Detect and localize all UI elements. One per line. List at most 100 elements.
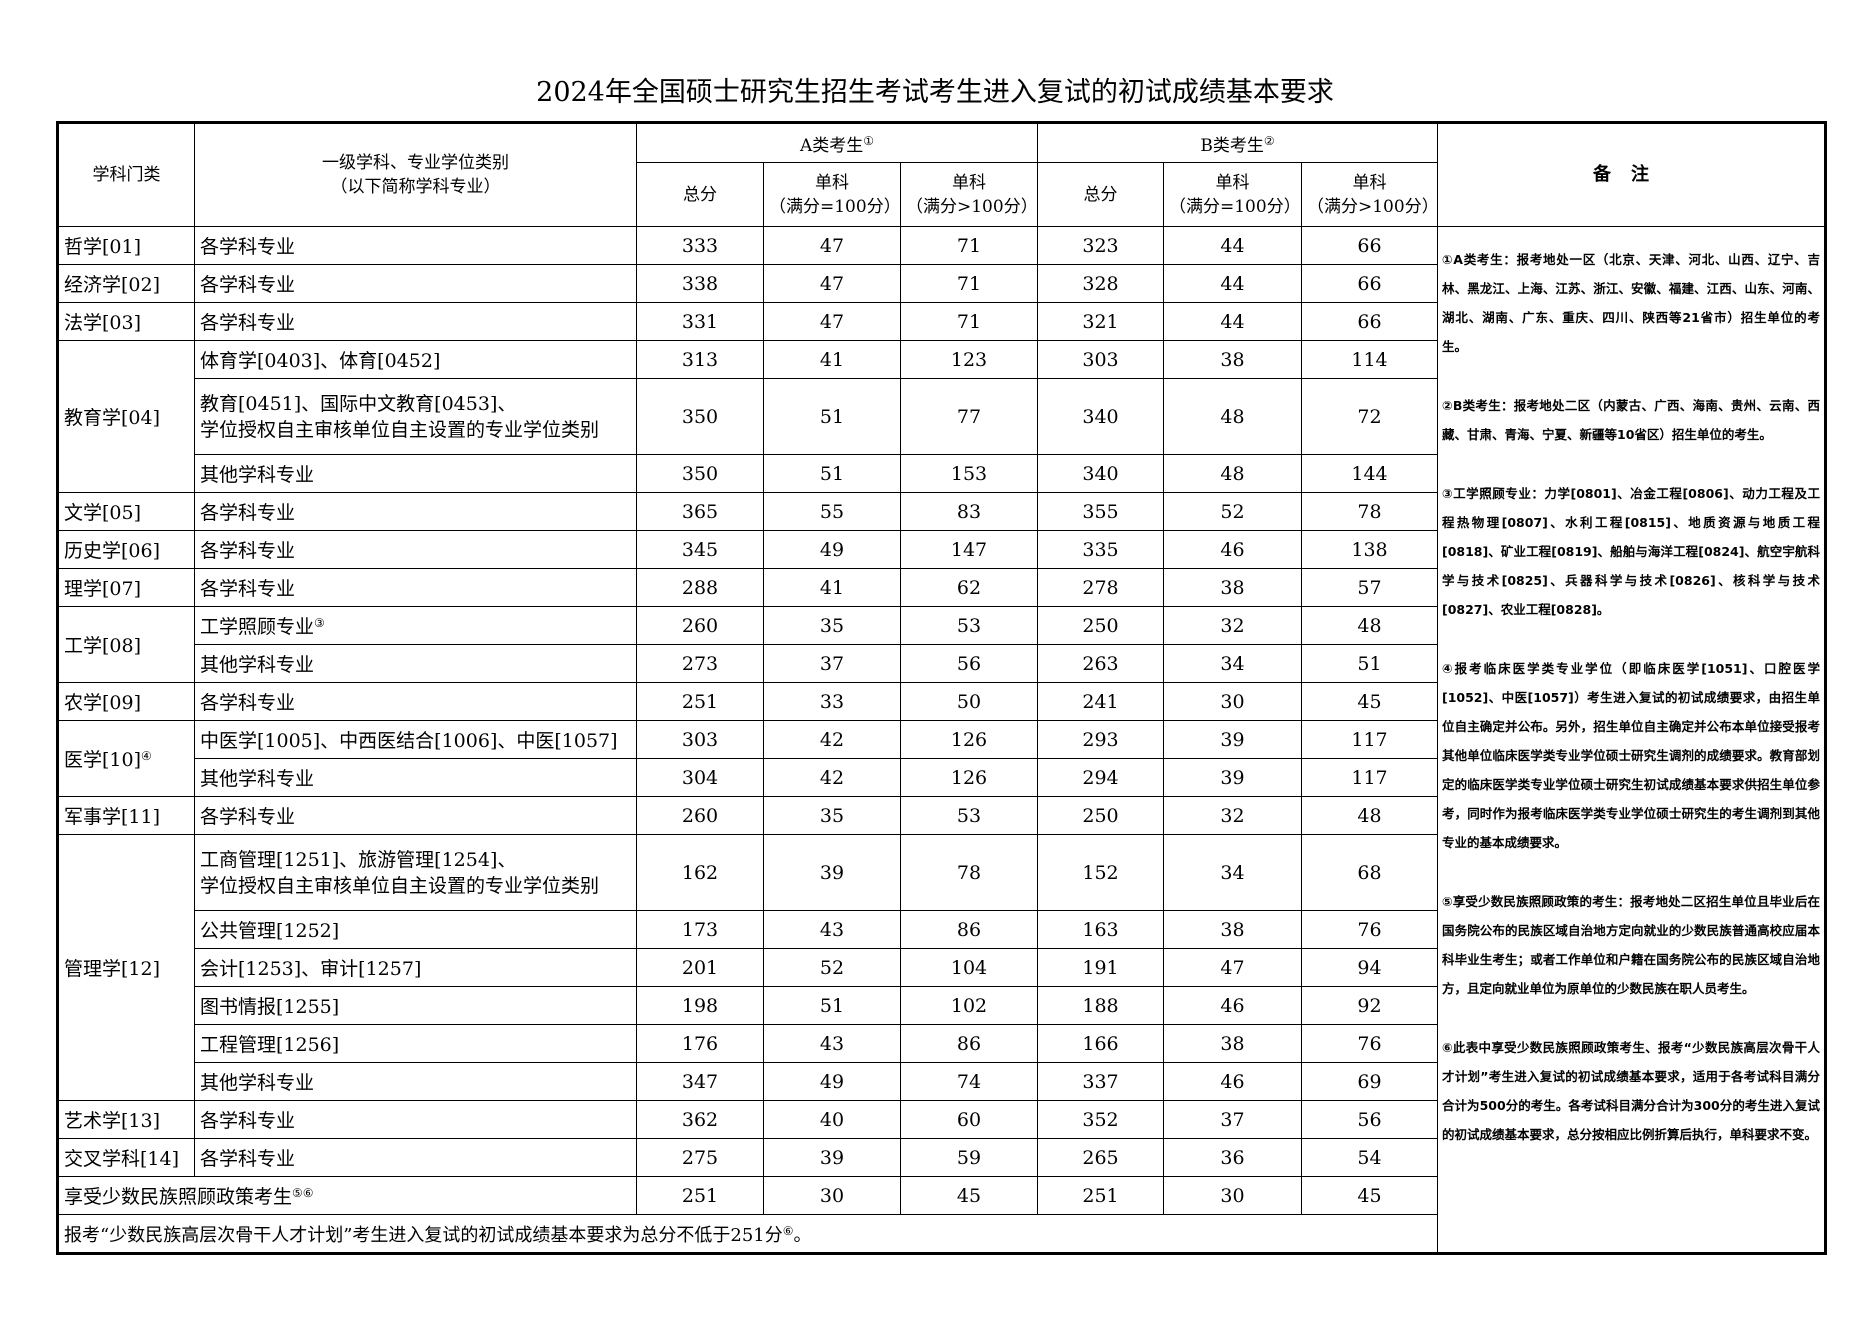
major-text: 各学科专业 [200, 540, 296, 562]
a-single-100-cell: 33 [763, 682, 901, 721]
a-total-cell: 313 [636, 340, 764, 379]
b-total-cell: 163 [1037, 910, 1164, 949]
major-cell: 其他学科专业 [194, 454, 637, 493]
a-single-gt100-cell: 86 [900, 910, 1038, 949]
major-cell: 各学科专业 [194, 226, 637, 265]
table-row: 医学[10]④ 中医学[1005]、中西医结合[1006]、中医[1057] 303… [57, 720, 1826, 797]
footnote-ref: ⑤⑥ [292, 1186, 314, 1200]
category-cell: 农学[09] [57, 682, 195, 721]
header-group-a: A类考生① [636, 122, 1038, 163]
a-total-cell: 201 [636, 948, 764, 987]
category-cell: 工学[08] [57, 606, 195, 683]
b-total-cell: 188 [1037, 986, 1164, 1025]
footer-text: 报考“少数民族高层次骨干人才计划”考生进入复试的初试成绩基本要求为总分不低于25… [64, 1224, 783, 1246]
b-single-gt100-cell: 66 [1301, 226, 1438, 265]
category-cell: 交叉学科[14] [57, 1138, 195, 1177]
category-text: 理学[07] [64, 578, 142, 600]
b-single-gt100-cell: 69 [1301, 1062, 1438, 1101]
b-single-100-cell: 48 [1163, 378, 1302, 455]
b-single-100-cell: 44 [1163, 264, 1302, 303]
header-remarks: 备注 [1437, 122, 1826, 227]
table-row: 图书情报[1255] 198 51 102 188 46 92 [58, 986, 1826, 1025]
b-total-cell: 250 [1037, 796, 1164, 835]
a-total-cell: 331 [636, 302, 764, 341]
b-single-100-cell: 38 [1163, 1024, 1302, 1063]
b-total-cell: 352 [1037, 1100, 1164, 1139]
b-single-gt100-cell: 76 [1301, 910, 1438, 949]
b-single-100-cell: 36 [1163, 1138, 1302, 1177]
b-total-cell: 250 [1037, 606, 1164, 645]
b-total-cell: 355 [1037, 492, 1164, 531]
b-single-gt100-cell: 94 [1301, 948, 1438, 987]
major-cell: 其他学科专业 [194, 1062, 637, 1101]
a-single-gt100-cell: 102 [900, 986, 1038, 1025]
major-text: 体育学[0403]、体育[0452] [200, 350, 441, 372]
b-single-gt100-cell: 66 [1301, 302, 1438, 341]
category-cell: 教育学[04] [57, 340, 195, 493]
a-single-gt100-cell: 60 [900, 1100, 1038, 1139]
b-single-100-cell: 30 [1163, 682, 1302, 721]
table-row: 其他学科专业 304 42 126 294 39 117 [58, 758, 1826, 797]
category-cell: 历史学[06] [57, 530, 195, 569]
a-single-100-cell: 43 [763, 1024, 901, 1063]
major-text: 各学科专业 [200, 1148, 296, 1170]
remarks-cell: ①A类考生：报考地处一区（北京、天津、河北、山西、辽宁、吉林、黑龙江、上海、江苏… [1437, 226, 1826, 1254]
remark-note: ⑤享受少数民族照顾政策的考生：报考地处二区招生单位且毕业后在国务院公布的民族区域… [1442, 894, 1820, 996]
full100-label: （满分=100分） [769, 196, 901, 217]
a-total-cell: 303 [636, 720, 764, 759]
b-total-cell: 340 [1037, 378, 1164, 455]
a-total-cell: 345 [636, 530, 764, 569]
category-text: 艺术学[13] [64, 1110, 161, 1132]
b-single-100-cell: 38 [1163, 340, 1302, 379]
b-total-cell: 303 [1037, 340, 1164, 379]
b-single-gt100-cell: 76 [1301, 1024, 1438, 1063]
major-cell: 其他学科专业 [194, 644, 637, 683]
category-text: 军事学[11] [64, 806, 161, 828]
table-row: 管理学[12] 工商管理[1251]、旅游管理[1254]、 学位授权自主审核单位自… [57, 834, 1826, 1101]
category-cell: 经济学[02] [57, 264, 195, 303]
a-single-100-cell: 51 [763, 986, 901, 1025]
a-single-gt100-cell: 153 [900, 454, 1038, 493]
b-total-cell: 328 [1037, 264, 1164, 303]
a-single-gt100-cell: 86 [900, 1024, 1038, 1063]
b-total-cell: 191 [1037, 948, 1164, 987]
category-text: 经济学[02] [64, 274, 161, 296]
b-single-gt100-cell: 72 [1301, 378, 1438, 455]
b-total-cell: 241 [1037, 682, 1164, 721]
b-single-100-cell: 46 [1163, 986, 1302, 1025]
category-cell: 管理学[12] [57, 834, 195, 1101]
page-title: 2024年全国硕士研究生招生考试考生进入复试的初试成绩基本要求 [536, 77, 1334, 108]
b-single-gt100-cell: 66 [1301, 264, 1438, 303]
footnote-ref: ③ [314, 616, 325, 630]
header-category: 学科门类 [57, 122, 195, 227]
a-single-100-cell: 39 [763, 1138, 901, 1177]
header-major-line2: （以下简称学科专业） [330, 177, 501, 197]
header-a-single100: 单科 （满分=100分） [763, 162, 901, 227]
b-single-100-cell: 46 [1163, 1062, 1302, 1101]
major-text: 各学科专业 [200, 502, 296, 524]
major-text: 各学科专业 [200, 274, 296, 296]
a-single-100-cell: 49 [763, 1062, 901, 1101]
table-row: 法学[03] 各学科专业 331 47 71 321 44 66 [57, 302, 1826, 341]
category-text: 法学[03] [64, 312, 142, 334]
b-single-gt100-cell: 51 [1301, 644, 1438, 683]
major-text: 其他学科专业 [200, 654, 315, 676]
a-single-100-cell: 43 [763, 910, 901, 949]
b-single-100-cell: 37 [1163, 1100, 1302, 1139]
major-cell: 公共管理[1252] [194, 910, 637, 949]
major-text: 工商管理[1251]、旅游管理[1254]、 [200, 848, 517, 871]
table-row: 文学[05] 各学科专业 365 55 83 355 52 78 [57, 492, 1826, 531]
b-single-gt100-cell: 144 [1301, 454, 1438, 493]
single-label: 单科 [815, 172, 849, 193]
a-single-gt100-cell: 62 [900, 568, 1038, 607]
b-single-100-cell: 48 [1163, 454, 1302, 493]
table-row: 其他学科专业 347 49 74 337 46 69 [58, 1062, 1826, 1101]
group-a-label: A类考生 [799, 135, 864, 156]
a-total-cell: 260 [636, 606, 764, 645]
category-text: 文学[05] [64, 502, 142, 524]
table-row: 会计[1253]、审计[1257] 201 52 104 191 47 94 [58, 948, 1826, 987]
b-single-gt100-cell: 114 [1301, 340, 1438, 379]
b-single-gt100-cell: 68 [1301, 834, 1438, 911]
a-single-100-cell: 55 [763, 492, 901, 531]
a-single-100-cell: 35 [763, 796, 901, 835]
